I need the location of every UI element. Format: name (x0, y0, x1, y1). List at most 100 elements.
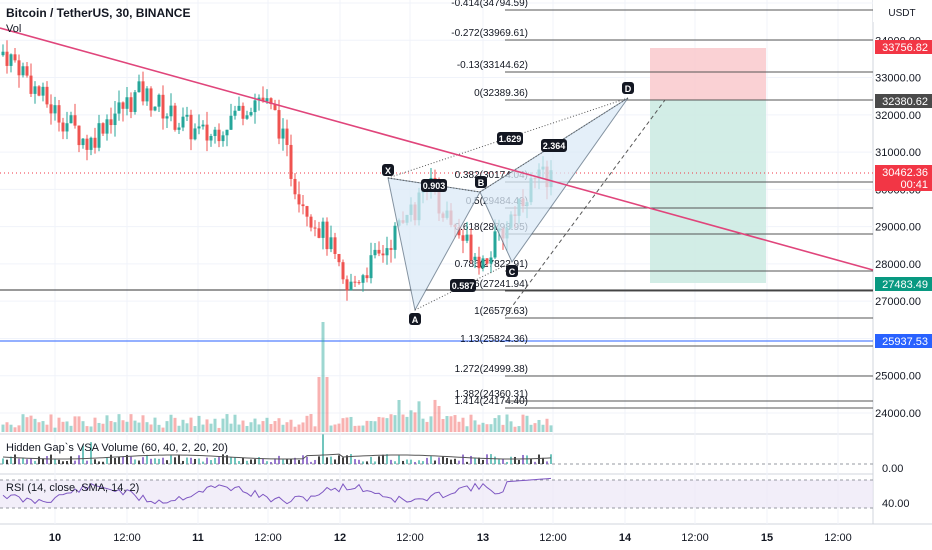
vsa-bar (366, 461, 368, 464)
vsa-bar (146, 454, 148, 464)
volume-bar (429, 416, 433, 432)
candle-body (349, 281, 353, 291)
volume-bar (25, 417, 29, 432)
volume-bar (313, 426, 317, 432)
vsa-bar (106, 457, 108, 464)
vsa-bar (202, 461, 204, 464)
volume-bar (245, 425, 249, 432)
volume-bar (469, 414, 473, 432)
vsa-bar (362, 461, 364, 464)
rsi-axis-value: 40.00 (882, 498, 910, 510)
vsa-bar (378, 456, 380, 464)
candle-body (245, 115, 249, 119)
candle-body (341, 262, 345, 280)
vsa-bar (314, 459, 316, 464)
currency-label[interactable]: USDT (888, 8, 915, 19)
candle-body (41, 86, 45, 96)
vsa-bar (434, 460, 436, 464)
vsa-bar (334, 459, 336, 464)
time-tick-2: 11 (192, 532, 204, 544)
volume-bar (33, 418, 37, 432)
vsa-bar (18, 458, 20, 464)
vsa-bar (6, 459, 8, 464)
harmonic-pattern[interactable] (387, 97, 666, 317)
volume-bar (277, 418, 281, 432)
candle-body (477, 256, 481, 269)
vsa-bar (418, 460, 420, 464)
volume-bar (389, 414, 393, 432)
vsa-bar (394, 461, 396, 464)
vsa-bar (62, 461, 64, 464)
trendline[interactable] (0, 27, 874, 271)
vsa-bar (186, 457, 188, 464)
volume-bar (221, 418, 225, 432)
candle-body (77, 125, 81, 146)
vsa-bar (506, 461, 508, 464)
fibonacci-levels[interactable]: -0.414(34794.59) -0.272(33969.61) -0.13(33… (451, 0, 873, 409)
price-tag-bg-3 (875, 277, 932, 291)
vsa-bar (298, 460, 300, 464)
vsa-bar (474, 458, 476, 464)
fib-label-4: 0.382(30174.04) (455, 170, 528, 181)
volume-bar (533, 423, 537, 432)
candle-body (317, 228, 321, 238)
vsa-bar (126, 454, 128, 464)
vsa-bar (302, 455, 304, 464)
candle-body (189, 114, 193, 140)
candle-body (33, 86, 37, 94)
vsa-bar (466, 461, 468, 464)
vsa-bar (238, 461, 240, 464)
volume-bar (461, 417, 465, 432)
volume-bar (501, 424, 505, 432)
volume-bar (61, 421, 65, 432)
candle-body (385, 248, 389, 256)
volume-bar (13, 427, 17, 432)
vsa-bar (214, 458, 216, 464)
vsa-bar (486, 454, 488, 464)
vsa-bar (182, 460, 184, 464)
vsa-bar (522, 454, 524, 464)
candle-body (81, 138, 85, 146)
volume-bar (133, 420, 137, 432)
volume-bar (285, 422, 289, 432)
volume-bar (53, 427, 57, 432)
price-tick-3: 32000.00 (875, 110, 921, 122)
fib-label-8: 0.886(27241.94) (455, 279, 528, 290)
volume-bar (213, 418, 217, 432)
volume-bar (293, 426, 297, 432)
price-tag-3: 27483.49 (882, 279, 928, 291)
candle-body (201, 124, 205, 127)
vsa-bar (270, 461, 272, 464)
candle-body (145, 88, 149, 102)
time-axis[interactable]: 10 12:00 11 12:00 12 12:00 13 12:00 14 12:00 15 12:… (49, 532, 852, 544)
vsa-bar (266, 461, 268, 464)
vsa-bar (66, 460, 68, 464)
vsa-bar (134, 459, 136, 464)
pattern-point-B: B (478, 178, 485, 188)
vsa-bar (390, 459, 392, 464)
vsa-bar (46, 456, 48, 464)
price-tag-bg-0 (875, 40, 932, 54)
vsa-bar (194, 458, 196, 464)
price-tag-countdown: 00:41 (900, 179, 928, 191)
vsa-bar (150, 458, 152, 464)
vsa-bar (54, 459, 56, 464)
stop-loss-zone[interactable] (650, 48, 766, 100)
volume-bar (453, 415, 457, 432)
volume-bar (445, 416, 449, 432)
vsa-bar (478, 457, 480, 464)
volume-bar (281, 424, 285, 432)
volume-bar (193, 426, 197, 432)
candle-body (109, 119, 113, 126)
volume-bar (269, 424, 273, 432)
time-tick-5: 12:00 (396, 532, 424, 544)
vsa-bar (354, 459, 356, 464)
volume-bar (185, 423, 189, 432)
candle-body (137, 81, 141, 93)
vsa-bar (514, 456, 516, 464)
vsa-bar (350, 454, 352, 464)
volume-bar (141, 415, 145, 432)
vsa-bar (102, 461, 104, 464)
take-profit-zone[interactable] (650, 100, 766, 283)
